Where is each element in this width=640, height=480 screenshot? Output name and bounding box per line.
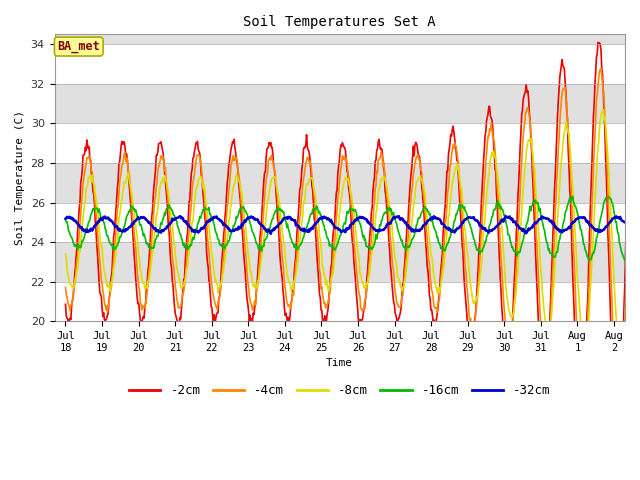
-4cm	[131, 231, 138, 237]
-16cm	[61, 216, 69, 222]
-8cm	[131, 208, 138, 214]
Legend: -2cm, -4cm, -8cm, -16cm, -32cm: -2cm, -4cm, -8cm, -16cm, -32cm	[124, 379, 556, 402]
-8cm	[61, 252, 69, 257]
X-axis label: Time: Time	[326, 358, 353, 368]
-16cm	[289, 240, 297, 246]
-32cm	[395, 213, 403, 219]
Bar	[54, 123, 625, 163]
-4cm	[632, 49, 640, 55]
-8cm	[451, 165, 459, 170]
Line: -16cm: -16cm	[65, 193, 640, 262]
-2cm	[612, 435, 620, 441]
-32cm	[267, 231, 275, 237]
-4cm	[419, 180, 426, 185]
Line: -2cm: -2cm	[65, 12, 640, 438]
-4cm	[61, 285, 69, 290]
-2cm	[632, 10, 639, 15]
-2cm	[238, 223, 246, 228]
-16cm	[451, 216, 459, 222]
Bar	[54, 282, 625, 321]
-32cm	[131, 219, 138, 225]
-4cm	[289, 289, 297, 295]
-32cm	[268, 228, 275, 234]
-4cm	[451, 143, 459, 149]
-16cm	[419, 209, 426, 215]
-2cm	[131, 252, 138, 258]
-32cm	[61, 216, 69, 222]
-8cm	[238, 190, 246, 196]
-8cm	[636, 93, 640, 98]
-4cm	[267, 157, 275, 163]
-16cm	[267, 221, 275, 227]
-32cm	[238, 221, 246, 227]
Y-axis label: Soil Temperature (C): Soil Temperature (C)	[15, 110, 25, 245]
-8cm	[267, 181, 275, 187]
-8cm	[618, 359, 625, 365]
-2cm	[61, 301, 69, 307]
Line: -8cm: -8cm	[65, 96, 640, 362]
-32cm	[290, 217, 298, 223]
-32cm	[453, 226, 461, 231]
Line: -32cm: -32cm	[65, 216, 640, 234]
-8cm	[419, 180, 426, 186]
-16cm	[131, 206, 138, 212]
-2cm	[289, 284, 297, 290]
Text: BA_met: BA_met	[58, 40, 100, 53]
Bar	[54, 203, 625, 242]
Title: Soil Temperatures Set A: Soil Temperatures Set A	[243, 15, 436, 29]
-2cm	[451, 143, 459, 148]
-2cm	[267, 140, 275, 145]
-32cm	[420, 222, 428, 228]
Bar	[54, 44, 625, 84]
-16cm	[238, 204, 246, 210]
-4cm	[616, 400, 623, 406]
-2cm	[419, 191, 426, 197]
Line: -4cm: -4cm	[65, 52, 640, 403]
-4cm	[238, 205, 246, 211]
-16cm	[622, 259, 630, 264]
-8cm	[289, 286, 297, 292]
